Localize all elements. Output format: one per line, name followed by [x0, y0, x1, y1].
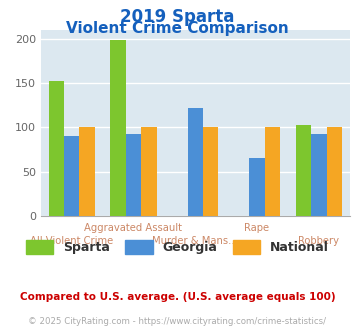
Legend: Sparta, Georgia, National: Sparta, Georgia, National	[21, 235, 334, 259]
Bar	[327, 127, 342, 216]
Text: © 2025 CityRating.com - https://www.cityrating.com/crime-statistics/: © 2025 CityRating.com - https://www.city…	[28, 317, 327, 326]
Text: Compared to U.S. average. (U.S. average equals 100): Compared to U.S. average. (U.S. average …	[20, 292, 335, 302]
Bar	[110, 40, 126, 216]
Bar	[203, 127, 218, 216]
Bar	[141, 127, 157, 216]
Text: All Violent Crime: All Violent Crime	[30, 236, 113, 246]
Bar	[265, 127, 280, 216]
Text: Rape: Rape	[245, 223, 269, 233]
Bar	[126, 134, 141, 216]
Bar	[249, 157, 265, 216]
Bar	[296, 125, 311, 216]
Bar	[64, 136, 80, 216]
Bar	[187, 108, 203, 216]
Bar	[311, 134, 327, 216]
Text: Robbery: Robbery	[298, 236, 339, 246]
Text: Violent Crime Comparison: Violent Crime Comparison	[66, 21, 289, 36]
Text: 2019 Sparta: 2019 Sparta	[120, 8, 235, 26]
Bar	[80, 127, 95, 216]
Bar	[49, 81, 64, 216]
Text: Murder & Mans...: Murder & Mans...	[152, 236, 238, 246]
Text: Aggravated Assault: Aggravated Assault	[84, 223, 182, 233]
